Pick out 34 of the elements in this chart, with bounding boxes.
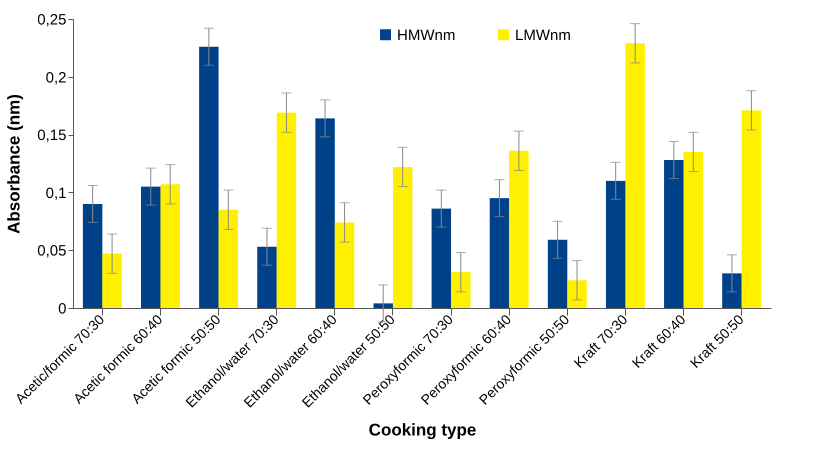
bar <box>432 208 452 308</box>
bar <box>490 198 510 308</box>
bar <box>102 254 122 308</box>
x-axis-title: Cooking type <box>368 420 476 440</box>
bar <box>160 184 180 308</box>
bar <box>141 186 160 308</box>
bar <box>451 272 471 308</box>
bar <box>199 46 219 308</box>
bar <box>82 204 102 308</box>
y-tick-label: 0,05 <box>37 242 66 260</box>
bar <box>548 240 568 308</box>
y-tick-label: 0 <box>58 300 66 318</box>
legend-label: LMWnm <box>515 26 571 44</box>
bar <box>567 280 587 308</box>
bar <box>509 150 529 308</box>
bar <box>625 43 645 308</box>
y-tick-label: 0,1 <box>46 184 66 202</box>
y-tick-label: 0,2 <box>46 69 66 86</box>
y-tick-label: 0,25 <box>37 12 66 28</box>
y-axis-title: Absorbance (nm) <box>4 94 24 234</box>
bar <box>722 273 742 308</box>
bar <box>373 303 393 308</box>
bar <box>392 166 412 308</box>
y-tick-label: 0,15 <box>37 127 66 144</box>
bar <box>684 152 703 308</box>
bar <box>315 118 335 308</box>
legend-label: HMWnm <box>397 26 456 44</box>
bar <box>276 112 296 308</box>
bar <box>257 246 277 308</box>
bar <box>334 222 354 308</box>
bar <box>218 210 238 308</box>
bar <box>742 110 762 308</box>
bar <box>606 180 626 308</box>
bar <box>664 160 684 308</box>
